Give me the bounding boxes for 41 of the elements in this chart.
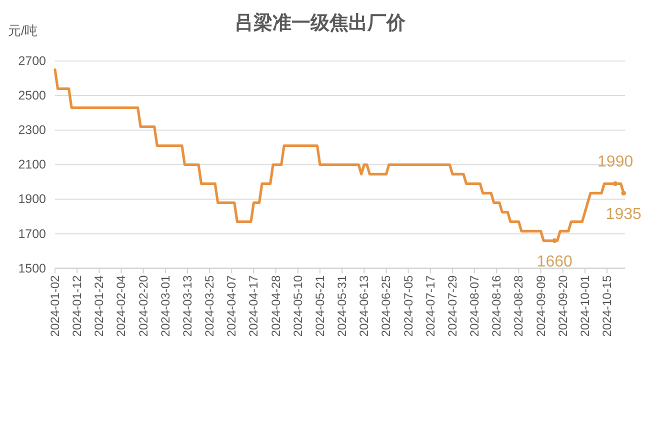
x-tick-label: 2024-05-10 — [290, 274, 305, 337]
x-tick-label: 2024-01-24 — [92, 274, 106, 337]
x-tick-label: 2024-04-07 — [224, 274, 239, 337]
point — [612, 181, 618, 186]
x-tick-label: 2024-05-31 — [335, 274, 350, 337]
y-tick-label: 2500 — [18, 88, 46, 103]
x-tick-label: 2024-02-04 — [114, 274, 128, 337]
point — [621, 190, 626, 196]
y-tick-label: 2300 — [18, 123, 46, 138]
x-tick-label: 2024-07-17 — [423, 274, 438, 337]
x-tick-label: 2024-03-01 — [158, 274, 172, 337]
x-tick-label: 2024-04-17 — [246, 274, 261, 337]
y-tick-label: 1900 — [18, 192, 46, 206]
x-tick-label: 2024-09-09 — [534, 274, 548, 337]
y-tick-label: 1700 — [18, 226, 46, 241]
point — [552, 238, 557, 244]
x-tick-label: 2024-06-25 — [379, 274, 394, 337]
y-tick-label: 2100 — [18, 158, 46, 172]
y-axis-title: 元/吨 — [8, 23, 38, 38]
x-tick-label: 2024-07-05 — [401, 274, 416, 337]
chart-title: 吕梁准一级焦出厂价 — [234, 12, 406, 34]
x-tick-label: 2024-08-16 — [490, 274, 504, 337]
x-tick-label: 2024-09-20 — [556, 274, 570, 337]
data-label: 1990 — [598, 154, 634, 171]
data-label: 1660 — [536, 254, 572, 271]
x-tick-label: 2024-08-07 — [468, 274, 482, 337]
x-tick-label: 2024-01-02 — [48, 274, 62, 337]
x-tick-label: 2024-10-01 — [578, 274, 592, 337]
x-tick-label: 2024-04-28 — [268, 274, 283, 337]
data-label: 1935 — [606, 206, 642, 224]
x-tick-label: 2024-02-20 — [136, 274, 150, 337]
x-tick-label: 2024-05-21 — [312, 274, 327, 337]
x-tick-label: 2024-07-29 — [445, 274, 460, 337]
y-tick-label: 2700 — [18, 54, 46, 68]
x-tick-label: 2024-10-15 — [600, 274, 614, 337]
x-tick-label: 2024-08-28 — [512, 274, 526, 337]
x-tick-label: 2024-01-12 — [70, 274, 84, 337]
x-tick-label: 2024-06-13 — [357, 274, 372, 337]
x-tick-label: 2024-03-25 — [202, 274, 217, 337]
x-tick-label: 2024-03-13 — [180, 274, 194, 337]
y-tick-label: 1500 — [18, 261, 46, 276]
